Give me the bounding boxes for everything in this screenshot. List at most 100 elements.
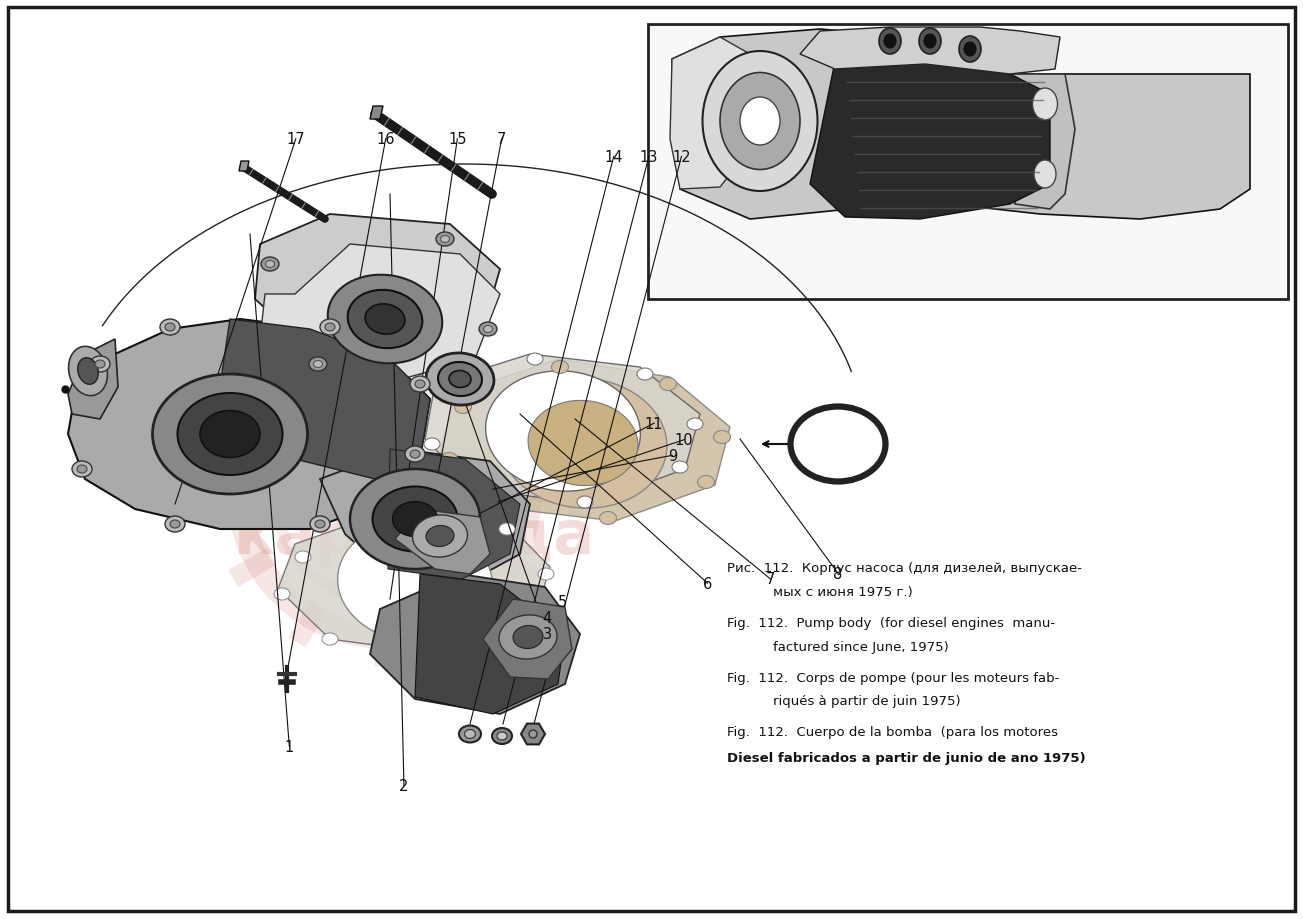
Text: Fig.  112.  Pump body  (for diesel engines  manu-: Fig. 112. Pump body (for diesel engines … bbox=[727, 617, 1055, 630]
Ellipse shape bbox=[199, 411, 261, 458]
Text: 11: 11 bbox=[645, 416, 663, 431]
Ellipse shape bbox=[455, 401, 472, 414]
Ellipse shape bbox=[437, 233, 453, 246]
Text: 3: 3 bbox=[542, 627, 552, 641]
Ellipse shape bbox=[165, 516, 185, 532]
Ellipse shape bbox=[160, 320, 180, 335]
Text: Рис.  112.  Корпус насоса (для дизелей, выпускае-: Рис. 112. Корпус насоса (для дизелей, вы… bbox=[727, 562, 1081, 574]
Ellipse shape bbox=[499, 379, 667, 508]
Ellipse shape bbox=[169, 520, 180, 528]
Ellipse shape bbox=[440, 236, 450, 244]
Ellipse shape bbox=[427, 643, 443, 655]
Ellipse shape bbox=[426, 526, 453, 547]
Ellipse shape bbox=[740, 98, 780, 146]
Ellipse shape bbox=[69, 347, 107, 396]
Ellipse shape bbox=[523, 611, 538, 623]
Ellipse shape bbox=[410, 450, 420, 459]
Ellipse shape bbox=[959, 37, 981, 62]
Ellipse shape bbox=[77, 466, 87, 473]
Polygon shape bbox=[672, 30, 1250, 220]
Ellipse shape bbox=[392, 512, 408, 524]
Text: 7: 7 bbox=[765, 572, 775, 586]
Ellipse shape bbox=[499, 615, 556, 659]
Polygon shape bbox=[68, 340, 119, 420]
Ellipse shape bbox=[486, 371, 640, 492]
Ellipse shape bbox=[152, 375, 308, 494]
Ellipse shape bbox=[266, 261, 275, 268]
Ellipse shape bbox=[483, 326, 493, 333]
Ellipse shape bbox=[526, 354, 543, 366]
Text: Fig.  112.  Corps de pompe (pour les moteurs fab-: Fig. 112. Corps de pompe (pour les moteu… bbox=[727, 671, 1059, 684]
Text: 15: 15 bbox=[448, 132, 466, 147]
Text: 4: 4 bbox=[542, 610, 552, 625]
Text: 14: 14 bbox=[605, 150, 623, 165]
Text: 7: 7 bbox=[496, 132, 507, 147]
Ellipse shape bbox=[551, 361, 568, 374]
Ellipse shape bbox=[95, 360, 106, 369]
Ellipse shape bbox=[423, 438, 440, 450]
Ellipse shape bbox=[309, 357, 327, 371]
Text: 8: 8 bbox=[833, 566, 843, 581]
Text: 9: 9 bbox=[667, 448, 678, 463]
Ellipse shape bbox=[577, 496, 593, 508]
Ellipse shape bbox=[322, 633, 337, 645]
Ellipse shape bbox=[637, 369, 653, 380]
Bar bbox=[648, 25, 1287, 300]
Ellipse shape bbox=[351, 470, 480, 570]
Polygon shape bbox=[440, 359, 730, 521]
Ellipse shape bbox=[499, 524, 515, 536]
Ellipse shape bbox=[659, 378, 676, 391]
Ellipse shape bbox=[439, 391, 455, 403]
Ellipse shape bbox=[90, 357, 109, 372]
Ellipse shape bbox=[261, 257, 279, 272]
Text: 13: 13 bbox=[640, 150, 658, 165]
Text: 12: 12 bbox=[672, 150, 691, 165]
Polygon shape bbox=[425, 355, 700, 505]
Ellipse shape bbox=[294, 551, 311, 563]
Ellipse shape bbox=[924, 35, 936, 49]
Polygon shape bbox=[278, 507, 550, 654]
Ellipse shape bbox=[440, 453, 457, 466]
Ellipse shape bbox=[438, 363, 482, 397]
Ellipse shape bbox=[1032, 89, 1058, 121]
Ellipse shape bbox=[919, 29, 941, 55]
Polygon shape bbox=[68, 320, 430, 529]
Polygon shape bbox=[388, 449, 520, 579]
Polygon shape bbox=[261, 244, 500, 390]
Ellipse shape bbox=[373, 487, 457, 552]
Ellipse shape bbox=[321, 320, 340, 335]
Ellipse shape bbox=[314, 361, 323, 369]
Ellipse shape bbox=[405, 447, 425, 462]
Ellipse shape bbox=[880, 29, 900, 55]
Ellipse shape bbox=[177, 393, 283, 475]
Polygon shape bbox=[521, 724, 545, 744]
Ellipse shape bbox=[714, 431, 731, 444]
Ellipse shape bbox=[413, 516, 468, 558]
Text: 16: 16 bbox=[377, 132, 395, 147]
Ellipse shape bbox=[702, 52, 817, 192]
Ellipse shape bbox=[528, 401, 638, 486]
Text: карофода: карофода bbox=[233, 507, 595, 566]
Ellipse shape bbox=[687, 418, 704, 430]
Text: мых с июня 1975 г.): мых с июня 1975 г.) bbox=[773, 585, 912, 598]
Polygon shape bbox=[215, 320, 430, 480]
Polygon shape bbox=[800, 28, 1061, 75]
Ellipse shape bbox=[365, 304, 405, 335]
Ellipse shape bbox=[489, 499, 506, 512]
Ellipse shape bbox=[469, 483, 485, 495]
Polygon shape bbox=[238, 162, 249, 172]
Text: 1: 1 bbox=[284, 739, 294, 754]
Ellipse shape bbox=[328, 276, 442, 364]
Polygon shape bbox=[1010, 75, 1075, 210]
Text: riqués à partir de juin 1975): riqués à partir de juin 1975) bbox=[773, 695, 960, 708]
Polygon shape bbox=[810, 38, 1050, 220]
Ellipse shape bbox=[1035, 161, 1055, 188]
Text: factured since June, 1975): factured since June, 1975) bbox=[773, 641, 949, 653]
Polygon shape bbox=[414, 574, 566, 714]
Ellipse shape bbox=[883, 35, 896, 49]
Ellipse shape bbox=[529, 731, 537, 738]
Ellipse shape bbox=[538, 568, 554, 581]
Ellipse shape bbox=[324, 323, 335, 332]
Ellipse shape bbox=[459, 726, 481, 743]
Polygon shape bbox=[370, 574, 580, 714]
